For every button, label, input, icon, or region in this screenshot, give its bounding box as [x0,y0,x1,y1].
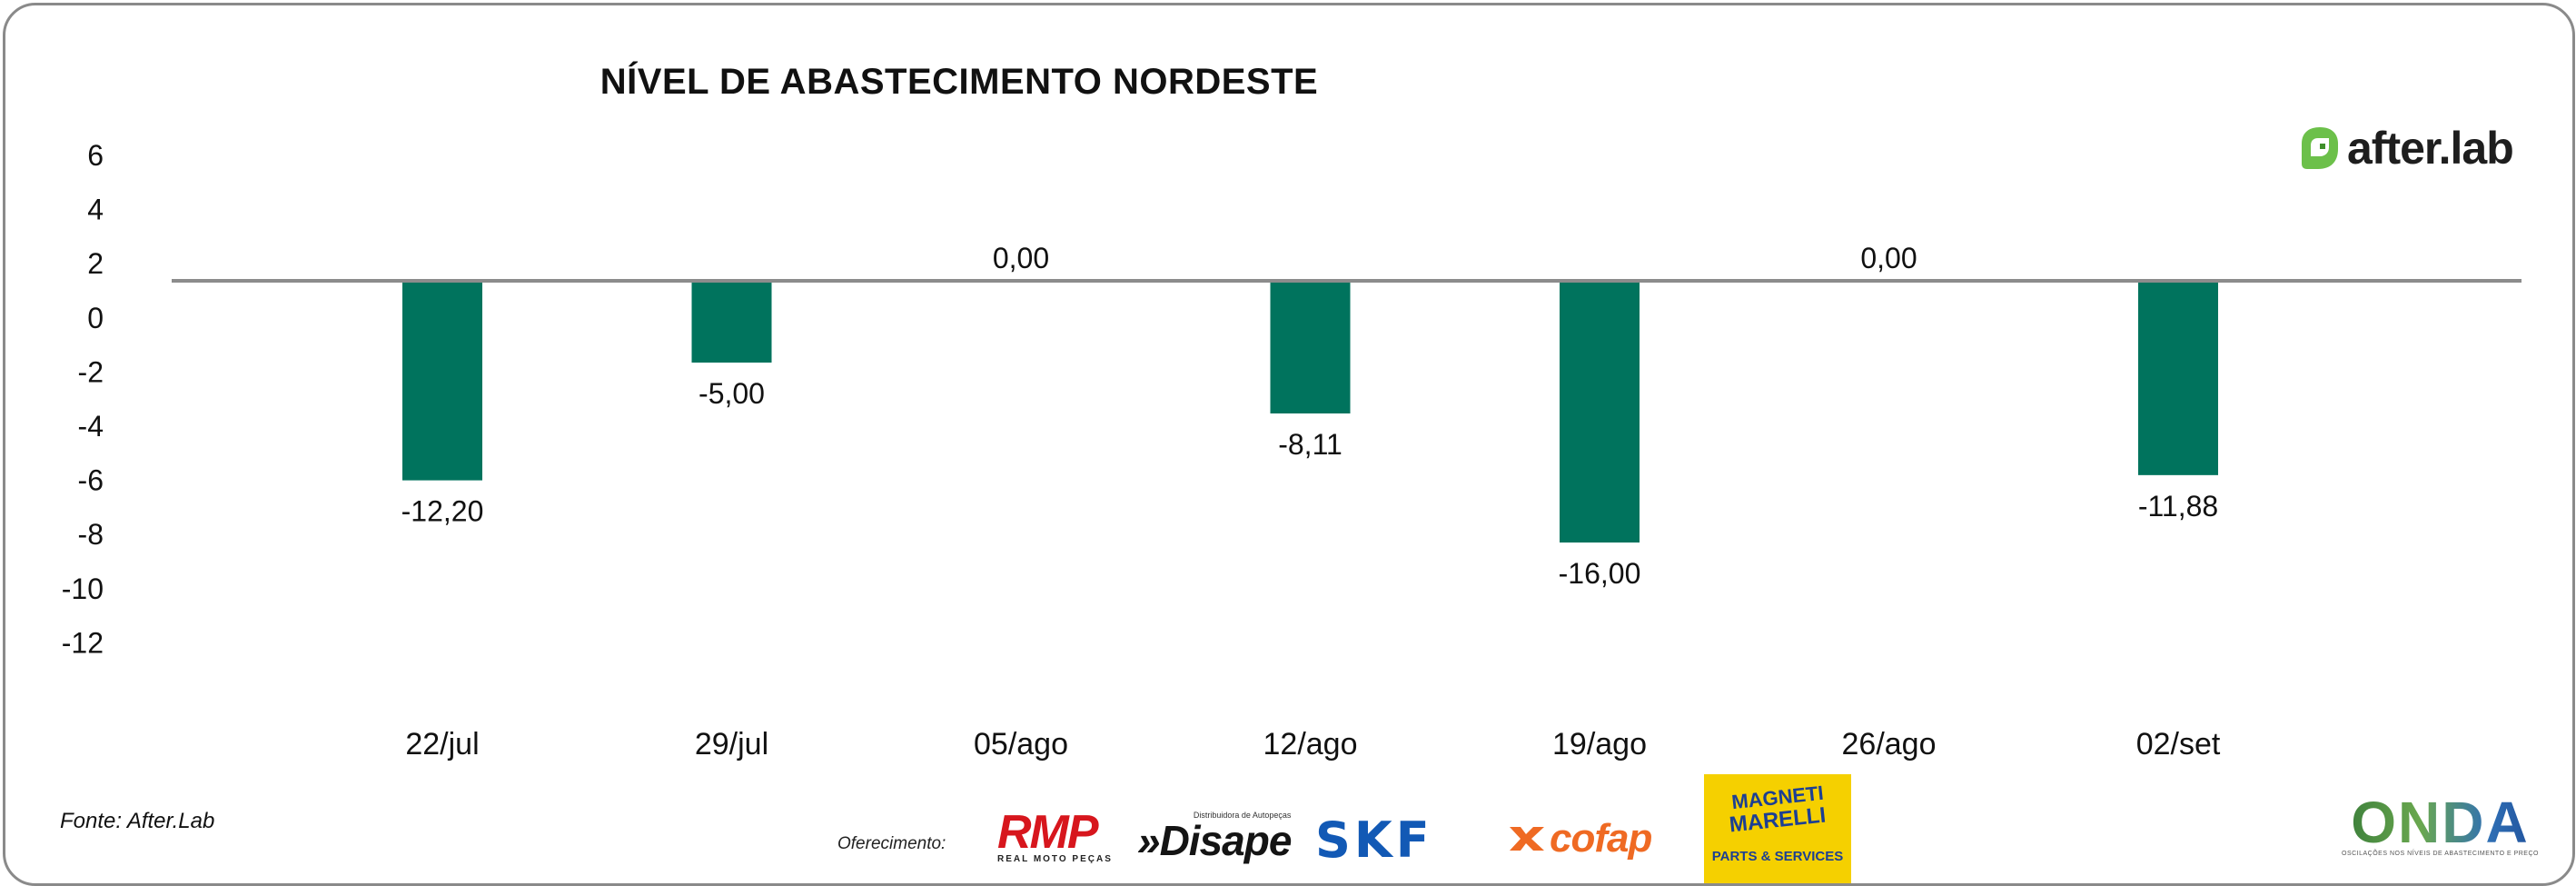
y-tick-label: 4 [87,194,104,226]
y-tick-label: 2 [87,247,104,280]
x-tick-label: 29/jul [695,727,768,762]
y-tick-label: 6 [87,139,104,172]
rmp-logo: RMP REAL MOTO PEÇAS [997,806,1113,864]
y-tick-label: -4 [78,410,104,443]
bar [691,281,772,363]
cofap-x-icon [1510,827,1544,851]
chart-frame: NÍVEL DE ABASTECIMENTO NORDESTE 6 4 2 0 -2 -4… [3,3,2575,886]
source-note: Fonte: After.Lab [60,809,215,833]
onda-logo-text: ONDA [2342,793,2539,851]
cofap-logo-text: cofap [1550,816,1652,861]
x-tick-label: 12/ago [1263,727,1358,762]
bar [1560,281,1640,543]
y-tick-label: -2 [78,355,104,388]
bar [1270,281,1351,413]
magneti-logo-tagline: PARTS & SERVICES [1711,849,1844,864]
data-label: -16,00 [1559,557,1641,590]
x-tick-label: 26/ago [1842,727,1937,762]
y-tick-label: 0 [87,302,104,334]
data-label: -5,00 [698,377,765,410]
afterlab-leaf-icon [2302,127,2338,169]
bar [402,281,482,481]
data-label: 0,00 [1860,242,1917,274]
onda-logo-subtext: OSCILAÇÕES NOS NÍVEIS DE ABASTECIMENTO E… [2342,851,2539,857]
y-tick-label: -8 [78,518,104,551]
onda-logo: ONDA OSCILAÇÕES NOS NÍVEIS DE ABASTECIME… [2342,793,2539,857]
cofap-logo: cofap [1506,816,1652,861]
disape-logo-subtext: Distribuidora de Autopeças [1193,811,1292,820]
x-tick-label: 02/set [2136,727,2221,762]
disape-logo-text: »Disape [1137,817,1292,864]
data-label: -8,11 [1278,428,1342,461]
y-tick-label: -10 [62,572,104,605]
y-tick-label: -6 [78,464,104,497]
x-tick-label: 19/ago [1552,727,1647,762]
magneti-marelli-logo: MAGNETI MARELLI PARTS & SERVICES [1704,774,1851,883]
afterlab-logo-text: after.lab [2347,123,2514,174]
data-label: 0,00 [993,242,1049,274]
rmp-logo-text: RMP [997,806,1099,859]
rmp-logo-subtext: REAL MOTO PEÇAS [997,854,1113,864]
skf-logo: SKF [1315,811,1433,869]
y-tick-label: -12 [62,626,104,659]
data-label: -12,20 [401,495,484,528]
chart-title: NÍVEL DE ABASTECIMENTO NORDESTE [599,62,1319,102]
sponsor-label: Oferecimento: [837,834,946,853]
data-label: -11,88 [2138,490,2218,523]
afterlab-logo: after.lab [2300,122,2514,174]
bar-chart: 6 4 2 0 -2 -4 -6 -8 -10 -12 -12,20 22/jul -5,00 29/ju… [62,139,2522,762]
x-tick-label: 22/jul [405,727,479,762]
disape-logo: Distribuidora de Autopeças »Disape [1137,811,1292,864]
bar [2138,281,2218,475]
x-tick-label: 05/ago [974,727,1068,762]
